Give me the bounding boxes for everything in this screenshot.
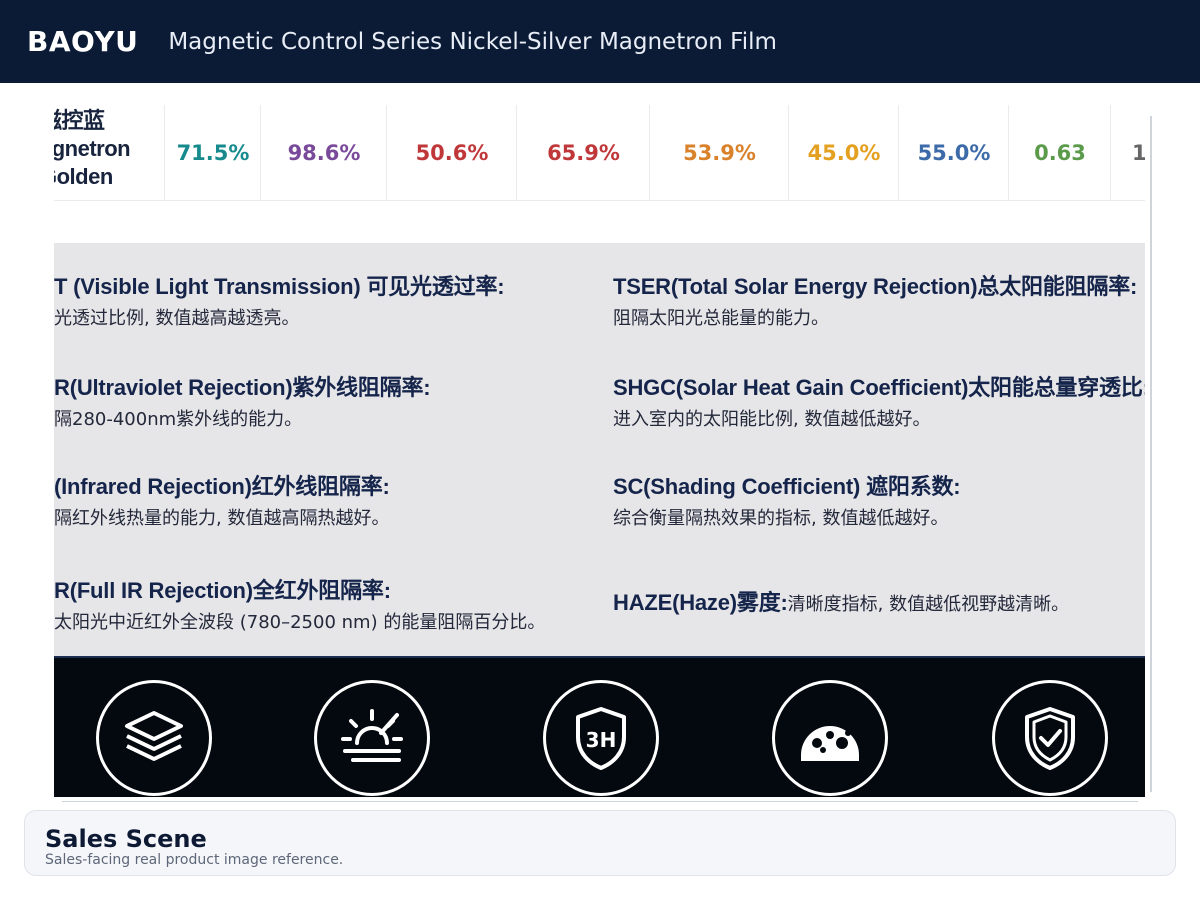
spec-value-haze: 0.63: [1008, 105, 1111, 200]
glossary-desc: 太阳光中近红外全波段 (780–2500 nm) 的能量阻隔百分比。: [54, 612, 546, 633]
glossary-desc: 阻隔太阳光总能量的能力。: [613, 308, 829, 329]
top-header-bar: BAOYU Magnetic Control Series Nickel-Sil…: [0, 0, 1200, 83]
brand-logo-text: BAOYU: [27, 25, 139, 58]
glossary-desc: 清晰度指标, 数值越低视野越清晰。: [787, 594, 1070, 615]
glossary-item-irr: (Infrared Rejection)红外线阻隔率: 隔红外线热量的能力, 数…: [54, 469, 390, 530]
spec-value-text: 71.5%: [176, 140, 250, 165]
glossary-item-vlt: T (Visible Light Transmission) 可见光透过率: 光…: [54, 269, 505, 330]
glossary-desc: 隔280-400nm紫外线的能力。: [54, 409, 303, 430]
spec-value-text: 1: [1132, 140, 1145, 165]
feature-icon-band: 3H: [54, 658, 1145, 797]
spec-value-tser: 53.9%: [649, 105, 789, 200]
glossary-item-uvr: R(Ultraviolet Rejection)紫外线阻隔率: 隔280-400…: [54, 370, 431, 431]
viewer-scroll-edge: [1150, 116, 1152, 792]
spec-value-row: 磁控蓝 agnetron Golden 71.5% 98.6% 50.6% 65…: [54, 105, 1145, 201]
glossary-title: T (Visible Light Transmission) 可见光透过率:: [54, 274, 505, 299]
glossary-title: SC(Shading Coefficient) 遮阳系数:: [613, 474, 961, 499]
spec-value-text: 65.9%: [547, 140, 620, 165]
spec-value-text: 55.0%: [917, 140, 991, 165]
product-name-line: agnetron: [54, 136, 131, 161]
spec-value-vlt: 71.5%: [164, 105, 261, 200]
spec-value-text: 45.0%: [807, 140, 881, 165]
glossary-title: SHGC(Solar Heat Gain Coefficient)太阳能总量穿透…: [613, 375, 1145, 400]
dashboard-gauge-icon: [772, 680, 888, 796]
glossary-title: R(Ultraviolet Rejection)紫外线阻隔率:: [54, 375, 431, 400]
glossary-title: R(Full IR Rejection)全红外阻隔率:: [54, 578, 391, 603]
glossary-item-shgc: SHGC(Solar Heat Gain Coefficient)太阳能总量穿透…: [613, 370, 1145, 431]
page-title: Magnetic Control Series Nickel-Silver Ma…: [168, 28, 777, 55]
spec-value-extra: 1: [1110, 105, 1145, 200]
spec-value-shgc: 45.0%: [788, 105, 899, 200]
caption-subtitle: Sales-facing real product image referenc…: [45, 852, 344, 868]
sun-heat-icon: [314, 680, 430, 796]
product-name-line: Golden: [54, 164, 113, 189]
shield-3h-label: 3H: [586, 728, 617, 752]
glossary-item-sc: SC(Shading Coefficient) 遮阳系数: 综合衡量隔热效果的指…: [613, 469, 961, 530]
glossary-title: HAZE(Haze)雾度:: [613, 590, 788, 615]
glossary-item-haze: HAZE(Haze)雾度:清晰度指标, 数值越低视野越清晰。: [613, 585, 1069, 617]
product-image-viewer: 磁控蓝 agnetron Golden 71.5% 98.6% 50.6% 65…: [54, 83, 1145, 797]
spec-value-firr: 65.9%: [516, 105, 650, 200]
glossary-title: (Infrared Rejection)红外线阻隔率:: [54, 474, 390, 499]
spec-value-text: 98.6%: [287, 140, 361, 165]
glossary-desc: 隔红外线热量的能力, 数值越高隔热越好。: [54, 508, 390, 529]
glossary-desc: 进入室内的太阳能比例, 数值越低越好。: [613, 409, 931, 430]
shield-check-icon: [992, 680, 1108, 796]
glossary-item-firr: R(Full IR Rejection)全红外阻隔率: 太阳光中近红外全波段 (…: [54, 573, 545, 634]
product-name-line: 磁控蓝: [54, 108, 105, 133]
glossary-desc: 光透过比例, 数值越高越透亮。: [54, 308, 300, 329]
spec-value-text: 50.6%: [415, 140, 489, 165]
caption-title: Sales Scene: [45, 825, 207, 853]
spec-value-irr: 50.6%: [386, 105, 517, 200]
spec-value-uvr: 98.6%: [260, 105, 387, 200]
image-caption-card: Sales Scene Sales-facing real product im…: [24, 810, 1176, 876]
glossary-desc: 综合衡量隔热效果的指标, 数值越低越好。: [613, 508, 949, 529]
shield-3h-icon: 3H: [543, 680, 659, 796]
spec-value-text: 0.63: [1034, 140, 1086, 165]
product-name: 磁控蓝 agnetron Golden: [54, 107, 164, 191]
spec-value-sc: 55.0%: [898, 105, 1009, 200]
spec-glossary-panel: T (Visible Light Transmission) 可见光透过率: 光…: [54, 243, 1145, 658]
layers-icon: [96, 680, 212, 796]
glossary-item-tser: TSER(Total Solar Energy Rejection)总太阳能阻隔…: [613, 269, 1137, 330]
viewer-bottom-divider: [62, 801, 1138, 802]
glossary-title: TSER(Total Solar Energy Rejection)总太阳能阻隔…: [613, 274, 1138, 299]
spec-value-text: 53.9%: [683, 140, 756, 165]
